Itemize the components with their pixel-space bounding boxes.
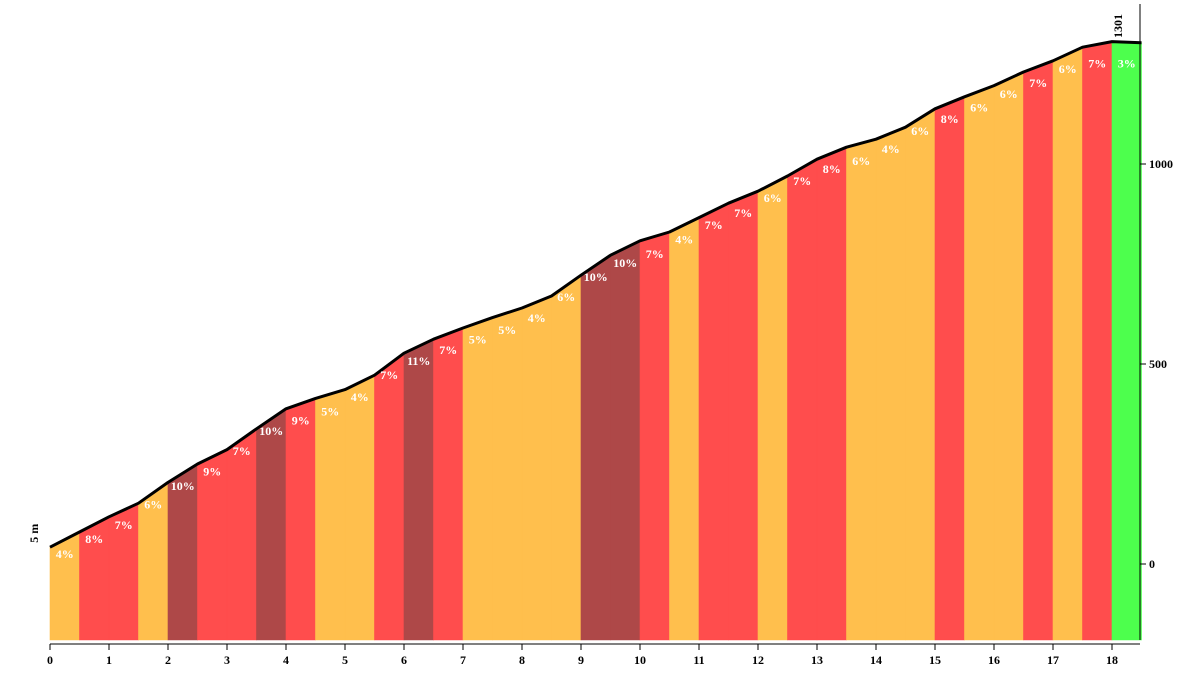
grade-label: 6%: [557, 290, 575, 304]
grade-label: 3%: [1118, 57, 1136, 71]
gradient-segment: [1024, 61, 1054, 640]
gradient-segment: [493, 308, 523, 640]
grade-label: 7%: [793, 174, 811, 188]
gradient-segment: [345, 375, 375, 640]
gradient-segment: [1112, 42, 1142, 640]
x-tick-label: 18: [1106, 653, 1118, 667]
gradient-segment: [1083, 42, 1113, 640]
grade-label: 8%: [85, 532, 103, 546]
x-tick-label: 12: [752, 653, 764, 667]
grade-label: 10%: [613, 256, 637, 270]
x-tick-label: 10: [634, 653, 646, 667]
gradient-segment: [375, 353, 405, 640]
x-tick-label: 5: [342, 653, 348, 667]
gradient-segment: [611, 241, 641, 640]
grade-label: 4%: [56, 547, 74, 561]
gradient-segment: [994, 72, 1024, 640]
grade-label: 11%: [407, 354, 430, 368]
grade-label: 4%: [675, 233, 693, 247]
gradient-segment: [434, 328, 464, 640]
x-tick-label: 1: [106, 653, 112, 667]
x-tick-label: 0: [47, 653, 53, 667]
grade-label: 7%: [1088, 57, 1106, 71]
grade-label: 6%: [852, 154, 870, 168]
grade-label: 8%: [941, 112, 959, 126]
gradient-segment: [876, 127, 906, 640]
x-tick-label: 3: [224, 653, 230, 667]
grade-label: 4%: [882, 142, 900, 156]
grade-label: 5%: [321, 405, 339, 419]
grade-label: 7%: [439, 343, 457, 357]
grade-label: 7%: [233, 444, 251, 458]
gradient-segment: [965, 86, 995, 640]
grade-label: 6%: [1059, 62, 1077, 76]
grade-label: 4%: [528, 311, 546, 325]
grade-label: 7%: [705, 218, 723, 232]
y-tick-label: 0: [1149, 557, 1155, 571]
x-tick-label: 4: [283, 653, 289, 667]
gradient-segments: [50, 42, 1142, 640]
grade-label: 10%: [584, 270, 608, 284]
x-tick-label: 6: [401, 653, 407, 667]
gradient-segment: [640, 232, 670, 640]
grade-label: 8%: [823, 162, 841, 176]
start-elevation-label: 5 m: [27, 524, 41, 543]
grade-label: 10%: [171, 479, 195, 493]
x-tick-label: 16: [988, 653, 1000, 667]
grade-label: 6%: [764, 191, 782, 205]
grade-label: 4%: [351, 390, 369, 404]
gradient-segment: [286, 398, 316, 640]
grade-label: 6%: [1000, 87, 1018, 101]
gradient-segment: [847, 139, 877, 640]
gradient-segment: [699, 203, 729, 640]
x-tick-label: 8: [519, 653, 525, 667]
grade-label: 9%: [203, 465, 221, 479]
gradient-segment: [729, 191, 759, 640]
gradient-segment: [257, 409, 287, 640]
grade-label: 6%: [911, 124, 929, 138]
gradient-segment: [522, 296, 552, 640]
gradient-segment: [1053, 47, 1083, 640]
grade-label: 5%: [469, 333, 487, 347]
x-axis: 0 1 2 3 4 5 6 7 8 9 10 11 12 13 14 15 16 17 18: [47, 644, 1140, 667]
y-tick-label: 500: [1149, 357, 1167, 371]
y-axis: 0 500 1000: [1140, 4, 1173, 640]
summit-elevation-label: 1301: [1111, 14, 1125, 38]
x-tick-label: 14: [870, 653, 882, 667]
gradient-segment: [404, 339, 434, 640]
x-tick-label: 17: [1047, 653, 1059, 667]
grade-label: 9%: [292, 413, 310, 427]
grade-label: 5%: [498, 323, 516, 337]
gradient-segment: [552, 275, 582, 640]
grade-label: 6%: [144, 497, 162, 511]
grade-label: 7%: [1029, 76, 1047, 90]
gradient-segment: [788, 159, 818, 640]
x-tick-label: 7: [460, 653, 466, 667]
gradient-segment: [316, 390, 346, 640]
grade-label: 7%: [646, 247, 664, 261]
x-tick-label: 13: [811, 653, 823, 667]
gradient-segment: [935, 97, 965, 640]
y-tick-label: 1000: [1149, 157, 1173, 171]
gradient-segment: [227, 429, 257, 640]
gradient-segment: [906, 109, 936, 640]
grade-label: 7%: [380, 368, 398, 382]
gradient-segment: [758, 176, 788, 640]
gradient-segment: [670, 218, 700, 640]
x-tick-label: 11: [693, 653, 704, 667]
gradient-segment: [463, 318, 493, 640]
grade-label: 6%: [970, 101, 988, 115]
grade-label: 10%: [259, 424, 283, 438]
grade-label: 7%: [734, 206, 752, 220]
gradient-segment: [581, 255, 611, 640]
grade-label: 7%: [115, 518, 133, 532]
x-tick-label: 2: [165, 653, 171, 667]
gradient-segment: [817, 147, 847, 640]
x-tick-label: 15: [929, 653, 941, 667]
x-tick-label: 9: [578, 653, 584, 667]
